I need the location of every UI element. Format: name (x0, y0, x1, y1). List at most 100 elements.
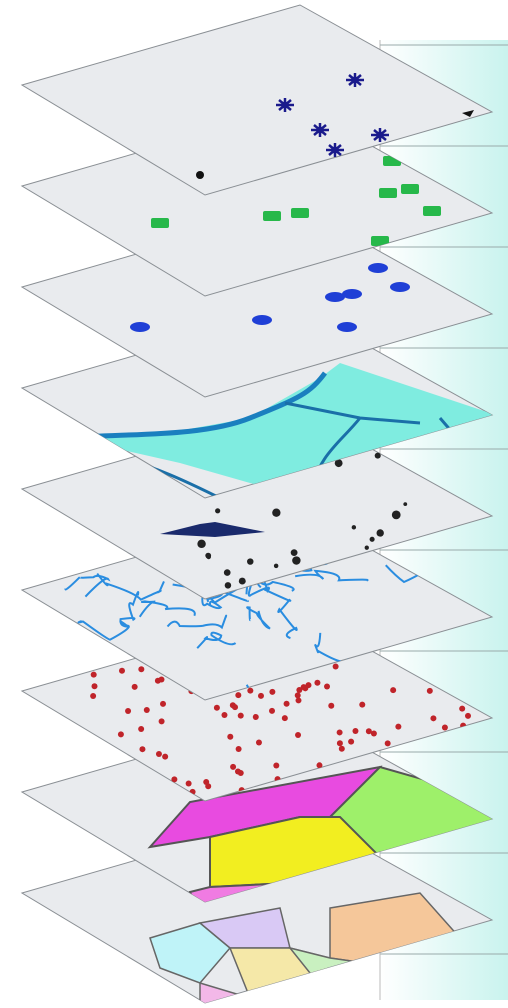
blob (252, 315, 272, 325)
site (314, 679, 321, 686)
stream (77, 620, 130, 641)
site (384, 740, 391, 747)
site (324, 683, 331, 690)
stream (196, 631, 237, 649)
settlement (379, 188, 397, 198)
site (237, 712, 244, 719)
layer-sheet (20, 4, 494, 196)
site (465, 712, 472, 719)
site (234, 768, 241, 775)
settlement (401, 184, 419, 194)
settlement (263, 211, 281, 221)
point (334, 459, 343, 468)
blob (390, 282, 410, 292)
site (162, 753, 169, 760)
settlement (151, 218, 169, 228)
site (138, 666, 145, 673)
site (125, 707, 132, 714)
site (316, 762, 323, 769)
blob (325, 292, 345, 302)
point (272, 508, 281, 517)
site (158, 718, 165, 725)
site (131, 683, 138, 690)
site (143, 706, 150, 713)
point (369, 536, 375, 542)
site (336, 740, 343, 747)
region (298, 997, 382, 1003)
site (160, 700, 167, 707)
site (283, 700, 290, 707)
site (459, 705, 466, 712)
layer-content (160, 438, 408, 589)
site (91, 683, 98, 690)
site (252, 713, 259, 720)
site (247, 687, 254, 694)
point (247, 558, 254, 565)
point (403, 502, 408, 507)
layer-content (196, 73, 474, 179)
site (352, 728, 359, 735)
blob (368, 263, 388, 273)
stream (138, 600, 196, 618)
point (292, 556, 301, 565)
map-layer (20, 4, 508, 196)
site (426, 687, 433, 694)
site (229, 702, 236, 709)
site (269, 688, 276, 695)
point (374, 452, 381, 459)
site (158, 676, 165, 683)
site (281, 715, 288, 722)
site (294, 692, 301, 699)
site (221, 712, 228, 719)
site (295, 697, 302, 704)
site (305, 682, 312, 689)
blob (337, 322, 357, 332)
star-core (376, 131, 384, 139)
point (351, 525, 357, 530)
region (149, 922, 232, 984)
site (230, 763, 237, 770)
point (224, 582, 232, 589)
site (155, 750, 162, 757)
star-core (316, 126, 324, 134)
settlement (291, 208, 309, 218)
point (196, 171, 204, 179)
star-core (281, 101, 289, 109)
site (430, 715, 437, 722)
site (171, 776, 178, 783)
site (359, 701, 366, 708)
site (295, 731, 302, 738)
stream (96, 572, 165, 601)
point (290, 549, 298, 557)
site (273, 762, 280, 769)
site (117, 731, 124, 738)
site (185, 780, 192, 787)
site (138, 726, 145, 733)
site (300, 684, 307, 691)
site (213, 704, 220, 711)
site (255, 739, 262, 746)
point (391, 510, 401, 520)
river (99, 401, 472, 498)
site (269, 707, 276, 714)
site (90, 692, 97, 699)
site (390, 687, 397, 694)
site (90, 671, 97, 678)
site (332, 663, 339, 670)
blob (130, 322, 150, 332)
site (348, 738, 355, 745)
point (197, 539, 206, 549)
star-core (351, 76, 359, 84)
stream (119, 591, 140, 628)
stream (294, 569, 369, 582)
blob (342, 289, 362, 299)
site (118, 667, 125, 674)
point (238, 577, 246, 585)
point (223, 569, 231, 576)
site (336, 729, 343, 736)
site (203, 779, 210, 786)
settlement (371, 236, 389, 246)
site (370, 730, 377, 737)
site (257, 692, 264, 699)
